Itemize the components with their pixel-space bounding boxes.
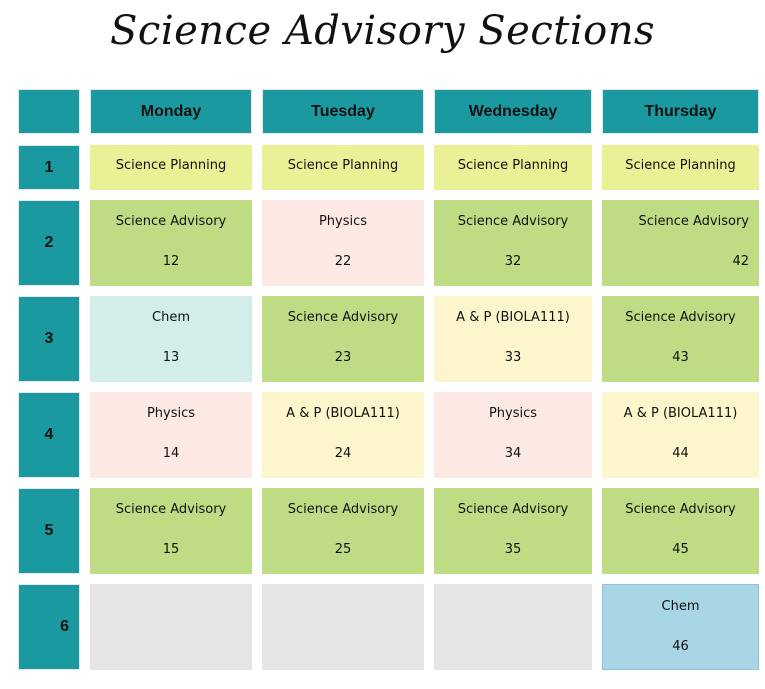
schedule-cell: Science Advisory 15 bbox=[90, 488, 252, 574]
cell-subject: Science Advisory bbox=[638, 214, 749, 229]
row-label-6: 6 bbox=[18, 584, 80, 670]
header-monday: Monday bbox=[90, 89, 252, 134]
row-label-1: 1 bbox=[18, 145, 80, 190]
cell-section-number: 32 bbox=[504, 254, 522, 269]
cell-subject: Science Advisory bbox=[625, 502, 736, 517]
cell-subject: Science Planning bbox=[625, 158, 736, 173]
cell-section-number: 14 bbox=[162, 446, 180, 461]
schedule-cell: Science Advisory 35 bbox=[434, 488, 592, 574]
schedule-cell: Science Advisory 43 bbox=[602, 296, 759, 382]
row-label-3: 3 bbox=[18, 296, 80, 382]
schedule-cell: Science Planning bbox=[602, 145, 759, 190]
row-label-4: 4 bbox=[18, 392, 80, 478]
schedule-cell-empty bbox=[90, 584, 252, 670]
cell-section-number: 24 bbox=[334, 446, 352, 461]
page-title: Science Advisory Sections bbox=[110, 8, 655, 54]
schedule-cell: Science Advisory 32 bbox=[434, 200, 592, 286]
cell-subject: Science Planning bbox=[287, 158, 399, 173]
cell-section-number: 43 bbox=[672, 350, 689, 365]
cell-subject: Science Advisory bbox=[625, 310, 736, 325]
schedule-cell: Science Advisory 45 bbox=[602, 488, 759, 574]
cell-subject: Science Advisory bbox=[115, 502, 227, 517]
schedule-cell: Science Advisory 12 bbox=[90, 200, 252, 286]
cell-subject: Science Advisory bbox=[287, 310, 399, 325]
cell-subject: A & P (BIOLA111) bbox=[286, 406, 400, 421]
schedule-cell-empty bbox=[434, 584, 592, 670]
cell-subject: A & P (BIOLA111) bbox=[623, 406, 738, 421]
schedule-cell: Physics 22 bbox=[262, 200, 424, 286]
cell-section-number: 13 bbox=[162, 350, 180, 365]
cell-subject: Science Advisory bbox=[457, 502, 569, 517]
schedule-cell: A & P (BIOLA111) 33 bbox=[434, 296, 592, 382]
cell-subject: Physics bbox=[318, 214, 368, 229]
cell-section-number: 33 bbox=[504, 350, 522, 365]
cell-subject: Science Planning bbox=[115, 158, 227, 173]
header-tuesday: Tuesday bbox=[262, 89, 424, 134]
header-wednesday: Wednesday bbox=[434, 89, 592, 134]
header-thursday: Thursday bbox=[602, 89, 759, 134]
row-label-5: 5 bbox=[18, 488, 80, 574]
schedule-cell: Chem 46 bbox=[602, 584, 759, 670]
schedule-cell: Chem 13 bbox=[90, 296, 252, 382]
cell-section-number: 35 bbox=[504, 542, 522, 557]
schedule-cell-empty bbox=[262, 584, 424, 670]
schedule-cell: Science Planning bbox=[434, 145, 592, 190]
cell-section-number: 12 bbox=[162, 254, 180, 269]
cell-subject: Science Advisory bbox=[115, 214, 227, 229]
cell-section-number: 42 bbox=[732, 254, 749, 269]
cell-section-number: 25 bbox=[334, 542, 352, 557]
cell-subject: Chem bbox=[661, 599, 700, 614]
cell-subject: Science Advisory bbox=[457, 214, 569, 229]
cell-subject: Science Advisory bbox=[287, 502, 399, 517]
schedule-cell: Science Advisory 23 bbox=[262, 296, 424, 382]
schedule-cell: Science Planning bbox=[90, 145, 252, 190]
schedule-cell: Science Advisory 42 bbox=[602, 200, 759, 286]
cell-section-number: 22 bbox=[334, 254, 352, 269]
schedule-cell: A & P (BIOLA111) 24 bbox=[262, 392, 424, 478]
cell-section-number: 46 bbox=[672, 639, 689, 654]
schedule-cell: Physics 14 bbox=[90, 392, 252, 478]
cell-subject: Science Planning bbox=[457, 158, 569, 173]
schedule-cell: A & P (BIOLA111) 44 bbox=[602, 392, 759, 478]
cell-section-number: 34 bbox=[504, 446, 522, 461]
row-label-2: 2 bbox=[18, 200, 80, 286]
schedule-cell: Physics 34 bbox=[434, 392, 592, 478]
cell-subject: Physics bbox=[146, 406, 196, 421]
cell-subject: Chem bbox=[152, 310, 190, 325]
cell-section-number: 23 bbox=[334, 350, 352, 365]
schedule-cell: Science Planning bbox=[262, 145, 424, 190]
cell-subject: A & P (BIOLA111) bbox=[456, 310, 570, 325]
schedule-cell: Science Advisory 25 bbox=[262, 488, 424, 574]
corner-header-cell bbox=[18, 89, 80, 134]
cell-subject: Physics bbox=[488, 406, 538, 421]
cell-section-number: 44 bbox=[672, 446, 689, 461]
cell-section-number: 45 bbox=[672, 542, 689, 557]
cell-section-number: 15 bbox=[162, 542, 180, 557]
